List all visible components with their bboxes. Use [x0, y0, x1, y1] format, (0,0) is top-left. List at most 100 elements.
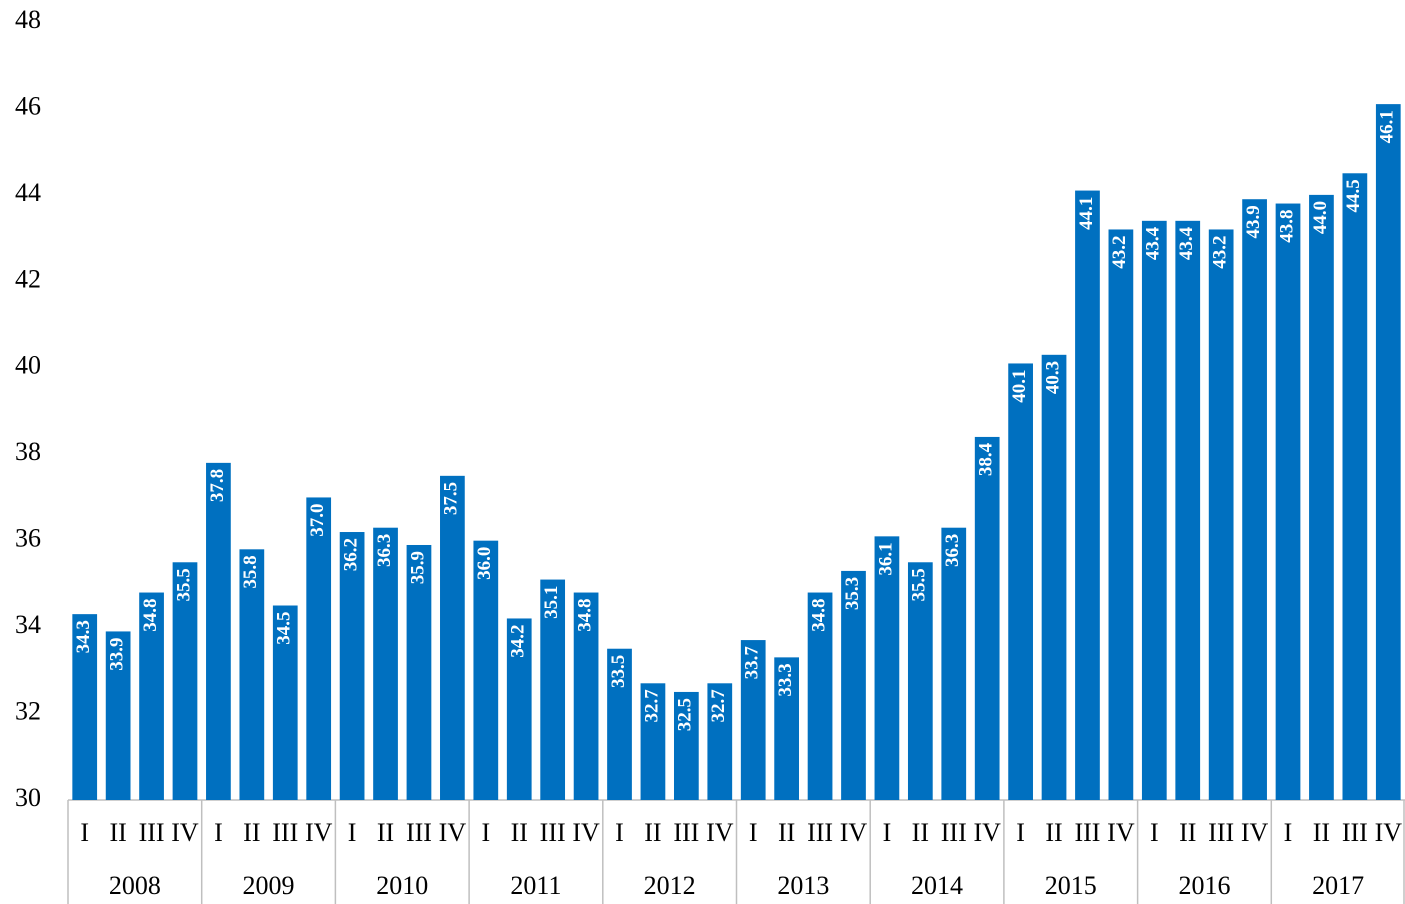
x-tick-label: III — [1342, 818, 1368, 847]
bar — [1208, 229, 1234, 800]
value-label: 32.5 — [675, 698, 696, 731]
bar — [239, 549, 265, 800]
y-tick-label: 38 — [15, 437, 41, 466]
x-tick-label: I — [481, 818, 490, 847]
value-label: 32.7 — [641, 689, 662, 723]
x-tick-label: I — [80, 818, 89, 847]
x-tick-label: III — [807, 818, 833, 847]
value-label: 32.7 — [708, 689, 729, 723]
x-tick-label: II — [377, 818, 394, 847]
value-label: 37.0 — [307, 503, 328, 536]
group-label: 2016 — [1178, 871, 1230, 900]
group-label: 2014 — [911, 871, 963, 900]
bar — [406, 544, 432, 800]
y-tick-label: 34 — [15, 610, 41, 639]
x-tick-label: I — [615, 818, 624, 847]
value-label: 40.1 — [1009, 369, 1030, 402]
group-label: 2009 — [243, 871, 295, 900]
value-label: 43.8 — [1276, 210, 1297, 243]
x-tick-label: I — [749, 818, 758, 847]
x-tick-label: II — [778, 818, 795, 847]
bar — [540, 579, 566, 800]
x-tick-label: III — [673, 818, 699, 847]
bar — [506, 618, 532, 800]
x-tick-label: II — [1179, 818, 1196, 847]
x-tick-label: III — [1074, 818, 1100, 847]
group-label: 2017 — [1312, 871, 1364, 900]
y-tick-label: 46 — [15, 91, 41, 120]
bar — [139, 592, 164, 800]
bar — [1375, 104, 1401, 801]
x-tick-label: III — [139, 818, 165, 847]
x-tick-label: I — [214, 818, 223, 847]
x-tick-label: IV — [439, 818, 467, 847]
bar — [807, 592, 833, 800]
value-label: 34.8 — [574, 599, 595, 632]
value-label: 40.3 — [1042, 361, 1063, 394]
value-label: 36.3 — [374, 534, 395, 567]
bar — [740, 640, 766, 800]
bar — [440, 475, 465, 800]
bar — [72, 614, 98, 800]
value-label: 37.8 — [207, 469, 228, 502]
bar — [673, 691, 699, 800]
value-label: 46.1 — [1377, 110, 1398, 143]
bar — [1008, 363, 1033, 800]
x-tick-label: IV — [1375, 818, 1403, 847]
x-tick-label: III — [941, 818, 967, 847]
x-tick-label: III — [406, 818, 432, 847]
y-tick-label: 40 — [15, 351, 41, 380]
group-label: 2013 — [777, 871, 829, 900]
x-tick-label: II — [1313, 818, 1330, 847]
bar — [640, 683, 666, 800]
bar — [941, 527, 967, 800]
group-label: 2015 — [1045, 871, 1097, 900]
bar — [306, 497, 332, 800]
x-tick-label: IV — [305, 818, 333, 847]
x-tick-label: I — [1150, 818, 1159, 847]
value-label: 34.5 — [274, 612, 295, 645]
bar — [1342, 173, 1368, 800]
y-tick-label: 42 — [15, 264, 41, 293]
bar — [1242, 199, 1267, 800]
value-label: 35.1 — [541, 586, 562, 619]
group-label: 2011 — [510, 871, 561, 900]
value-label: 35.9 — [407, 551, 428, 584]
bar — [206, 462, 231, 800]
value-label: 38.4 — [976, 442, 997, 476]
x-tick-label: III — [1208, 818, 1234, 847]
value-label: 35.3 — [842, 577, 863, 610]
bar — [707, 683, 733, 800]
bar — [874, 536, 900, 800]
value-label: 43.9 — [1243, 205, 1264, 238]
bar — [1108, 229, 1134, 800]
value-label: 36.1 — [875, 542, 896, 575]
x-tick-label: I — [348, 818, 357, 847]
value-label: 33.7 — [742, 646, 763, 680]
x-tick-label: II — [912, 818, 929, 847]
value-label: 44.0 — [1310, 201, 1331, 234]
y-tick-label: 44 — [15, 178, 41, 207]
y-tick-label: 36 — [15, 524, 41, 553]
value-label: 34.3 — [73, 620, 94, 653]
value-label: 44.5 — [1343, 179, 1364, 212]
x-tick-label: IV — [171, 818, 199, 847]
value-label: 35.5 — [173, 568, 194, 601]
value-label: 33.3 — [775, 663, 796, 696]
value-label: 36.3 — [942, 534, 963, 567]
value-label: 34.8 — [808, 599, 829, 632]
bar — [907, 562, 933, 800]
bar — [172, 562, 198, 800]
value-label: 36.0 — [474, 547, 495, 580]
x-tick-label: IV — [572, 818, 600, 847]
value-label: 35.5 — [909, 568, 930, 601]
x-tick-label: II — [243, 818, 260, 847]
value-label: 37.5 — [441, 482, 462, 515]
x-tick-label: II — [644, 818, 661, 847]
bar — [1175, 220, 1201, 801]
bar — [573, 592, 599, 800]
group-label: 2012 — [644, 871, 696, 900]
bar — [974, 436, 1000, 800]
value-label: 36.2 — [340, 538, 361, 571]
bar — [607, 648, 632, 800]
